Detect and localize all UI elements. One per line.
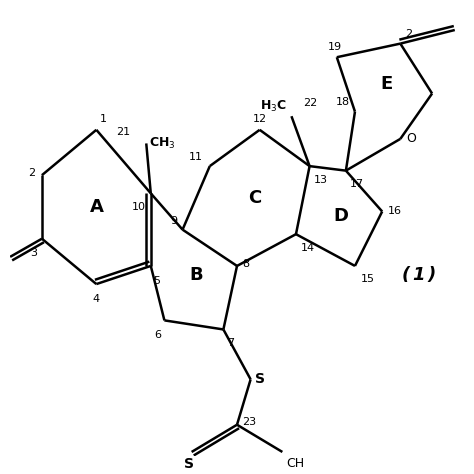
Text: O: O <box>406 132 416 146</box>
Text: 3: 3 <box>30 248 37 258</box>
Text: S: S <box>184 457 194 472</box>
Text: 11: 11 <box>189 152 203 162</box>
Text: 2: 2 <box>405 29 412 39</box>
Text: CH$_3$: CH$_3$ <box>148 136 175 151</box>
Text: B: B <box>189 266 203 284</box>
Text: 14: 14 <box>301 243 315 253</box>
Text: 4: 4 <box>93 294 100 304</box>
Text: 1: 1 <box>100 114 107 124</box>
Text: 2: 2 <box>28 168 35 178</box>
Text: D: D <box>334 207 349 225</box>
Text: 13: 13 <box>314 175 328 185</box>
Text: 10: 10 <box>131 201 146 211</box>
Text: 9: 9 <box>170 216 177 226</box>
Text: 6: 6 <box>154 330 161 340</box>
Text: H$_3$C: H$_3$C <box>260 99 287 114</box>
Text: 8: 8 <box>242 259 250 269</box>
Text: 19: 19 <box>328 42 342 52</box>
Text: 15: 15 <box>360 274 374 284</box>
Text: 21: 21 <box>116 127 130 137</box>
Text: (: ( <box>401 266 410 284</box>
Text: 23: 23 <box>242 418 256 428</box>
Text: 22: 22 <box>303 98 317 108</box>
Text: C: C <box>248 189 262 207</box>
Text: 7: 7 <box>227 337 234 347</box>
Text: CH: CH <box>286 457 304 470</box>
Text: ): ) <box>428 266 436 284</box>
Text: 16: 16 <box>388 207 401 217</box>
Text: A: A <box>90 198 103 216</box>
Text: 12: 12 <box>253 114 267 124</box>
Text: 1: 1 <box>412 266 425 284</box>
Text: S: S <box>255 373 265 386</box>
Text: 17: 17 <box>349 179 364 189</box>
Text: 18: 18 <box>336 97 349 107</box>
Text: E: E <box>381 75 393 93</box>
Text: 5: 5 <box>153 276 160 286</box>
